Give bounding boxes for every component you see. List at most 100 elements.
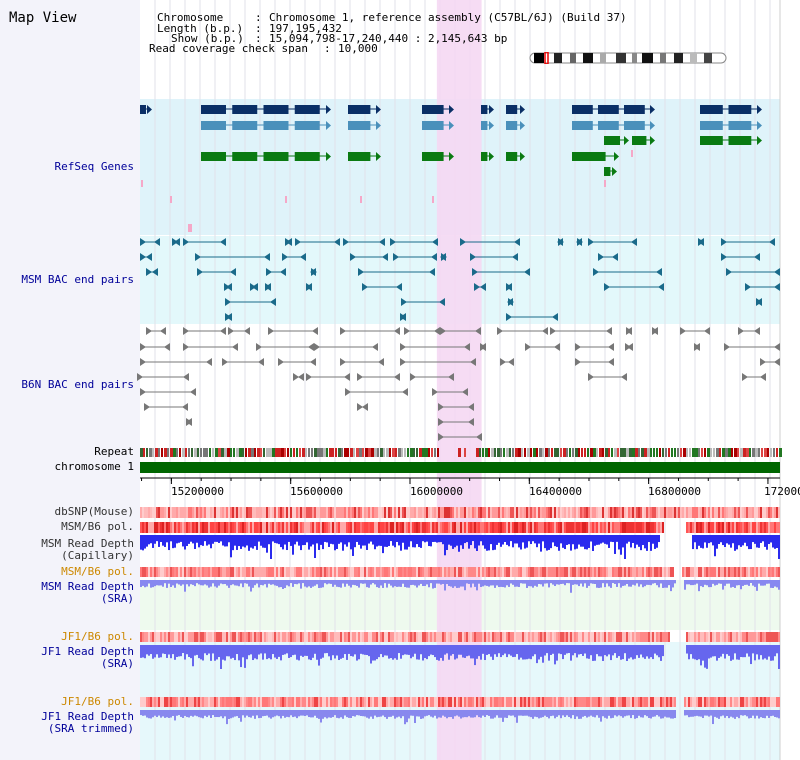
chromosome-ideogram-icon[interactable] (528, 52, 728, 64)
msm-pol-heat-cell (370, 522, 372, 533)
msm-capillary-depth-bar (258, 535, 260, 542)
jf1-pol2-heat-cell (686, 697, 688, 707)
track-label-jf1-b6-pol[interactable]: JF1/B6 pol. (61, 630, 134, 643)
msm-pol2-heat-cell (258, 567, 260, 577)
msm-sra-depth-bar (178, 580, 180, 585)
jf1-sra-depth-bar (690, 645, 692, 655)
track-label-jf1-b6-pol-2[interactable]: JF1/B6 pol. (61, 695, 134, 708)
jf1-sra-depth-bar (354, 645, 356, 655)
jf1-pol2-heat-cell (694, 697, 696, 707)
msm-pol2-heat-cell (200, 567, 202, 577)
msm-sra-depth-bar (244, 580, 246, 584)
jf1-pol-heat-cell (612, 632, 614, 642)
dbsnp-heat-cell (176, 507, 178, 518)
track-label-jf1-depth-trimmed[interactable]: JF1 Read Depth (41, 710, 134, 723)
msm-pol2-heat-cell (464, 567, 466, 577)
msm-sra-depth-bar (748, 580, 750, 586)
jf1-sra-depth-bar (722, 645, 724, 654)
dbsnp-heat-cell (658, 507, 660, 518)
jf1-pol-heat-cell (642, 632, 644, 642)
msm-capillary-depth-bar (250, 535, 252, 548)
track-label-b6n-bac[interactable]: B6N BAC end pairs (21, 378, 134, 391)
dbsnp-heat-cell (596, 507, 598, 518)
msm-sra-depth-bar (662, 580, 664, 588)
repeat-element (389, 448, 391, 457)
jf1-pol-heat-cell (656, 632, 658, 642)
dbsnp-heat-cell (338, 507, 340, 518)
jf1-trimmed-depth-bar (772, 710, 774, 716)
dbsnp-heat-cell (142, 507, 144, 518)
msm-pol2-heat-cell (746, 567, 748, 577)
msm-pol2-heat-cell (748, 567, 750, 577)
repeat-element (497, 448, 500, 457)
msm-sra-depth-bar (418, 580, 420, 586)
msm-pol2-heat-cell (470, 567, 472, 577)
msm-sra-depth-bar (312, 580, 314, 587)
track-label-chromosome[interactable]: chromosome 1 (54, 460, 134, 473)
msm-sra-depth-bar (224, 580, 226, 585)
msm-pol-heat-cell (312, 522, 314, 533)
dbsnp-heat-cell (278, 507, 280, 518)
msm-pol-heat-cell (536, 522, 538, 533)
jf1-sra-depth-bar (222, 645, 224, 660)
msm-sra-depth-bar (490, 580, 492, 586)
jf1-pol-heat-cell (390, 632, 392, 642)
msm-capillary-depth-bar (434, 535, 436, 542)
msm-pol2-heat-cell (634, 567, 636, 577)
jf1-pol2-heat-cell (654, 697, 656, 707)
track-label-msm-depth-sra[interactable]: MSM Read Depth (41, 580, 134, 593)
bac-end-marker (598, 253, 604, 261)
track-label-jf1-depth-sra[interactable]: JF1 Read Depth (41, 645, 134, 658)
msm-pol-heat-cell (452, 522, 454, 533)
jf1-pol-heat-cell (602, 632, 604, 642)
repeat-element (422, 448, 425, 457)
msm-sra-depth-bar (496, 580, 498, 586)
jf1-pol-heat-cell (752, 632, 754, 642)
jf1-pol-heat-cell (424, 632, 426, 642)
msm-sra-depth-bar (468, 580, 470, 584)
chromosome-label: Chromosome (157, 11, 224, 24)
dbsnp-heat-cell (190, 507, 192, 518)
bac-end-marker (190, 388, 196, 396)
msm-pol2-heat-cell (386, 567, 388, 577)
jf1-sra-depth-bar (190, 645, 192, 659)
track-label-msm-b6-pol[interactable]: MSM/B6 pol. (61, 520, 134, 533)
msm-pol-heat-cell (468, 522, 470, 533)
bac-end-marker (186, 418, 192, 426)
bac-end-marker (774, 283, 780, 291)
msm-pol2-heat-cell (450, 567, 452, 577)
msm-pol-heat-cell (662, 522, 664, 533)
msm-sra-depth-bar (498, 580, 500, 588)
msm-sra-depth-bar (454, 580, 456, 587)
track-label-msm-bac[interactable]: MSM BAC end pairs (21, 273, 134, 286)
jf1-trimmed-depth-bar (630, 710, 632, 719)
repeat-element (260, 448, 262, 457)
msm-sra-depth-bar (462, 580, 464, 587)
repeat-element (512, 448, 514, 457)
track-label-msm-depth-capillary[interactable]: MSM Read Depth (41, 537, 134, 550)
track-label-msm-b6-pol-2[interactable]: MSM/B6 pol. (61, 565, 134, 578)
dbsnp-heat-cell (604, 507, 606, 518)
jf1-pol2-heat-cell (378, 697, 380, 707)
jf1-sra-depth-bar (212, 645, 214, 654)
msm-sra-depth-bar (612, 580, 614, 584)
bac-end-marker (769, 238, 775, 246)
track-label-refseq-genes[interactable]: RefSeq Genes (54, 160, 134, 173)
track-label-repeat[interactable]: Repeat (94, 445, 134, 458)
track-label-dbsnp[interactable]: dbSNP(Mouse) (54, 505, 134, 518)
jf1-pol-heat-cell (768, 632, 770, 642)
jf1-trimmed-depth-bar (350, 710, 352, 718)
jf1-pol2-heat-cell (330, 697, 332, 707)
bac-end-marker (183, 343, 189, 351)
msm-pol2-heat-cell (142, 567, 144, 577)
jf1-pol-heat-cell (592, 632, 594, 642)
msm-pol-heat-cell (154, 522, 156, 533)
dbsnp-heat-cell (352, 507, 354, 518)
msm-sra-depth-bar (570, 580, 572, 593)
jf1-pol2-heat-cell (226, 697, 228, 707)
dbsnp-heat-cell (154, 507, 156, 518)
msm-pol-heat-cell (502, 522, 504, 533)
jf1-pol-heat-cell (660, 632, 662, 642)
jf1-pol2-heat-cell (140, 697, 142, 707)
